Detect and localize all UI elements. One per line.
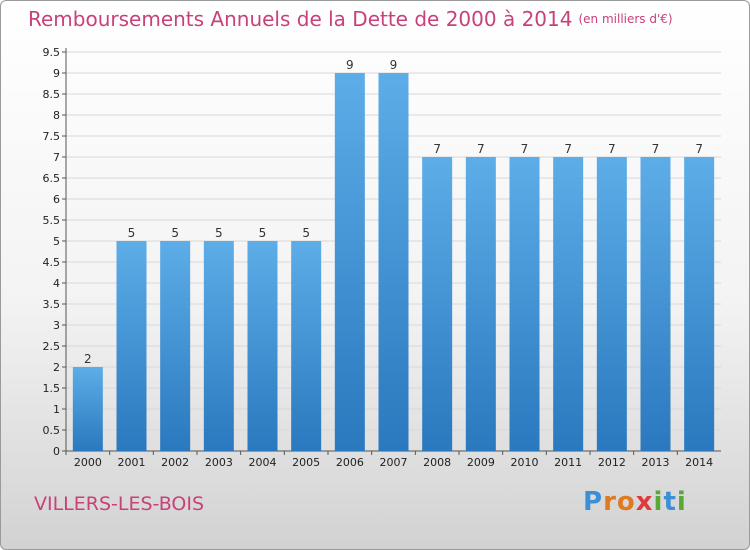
bar (422, 157, 453, 451)
y-tick-label: 0 (53, 445, 60, 458)
bar-value-label: 7 (564, 142, 572, 156)
bar (72, 367, 103, 451)
y-tick-label: 3.5 (43, 298, 61, 311)
y-tick-label: 8.5 (43, 88, 61, 101)
bar-value-label: 5 (171, 226, 179, 240)
x-tick-label: 2010 (511, 456, 539, 469)
bars (72, 73, 715, 451)
bar (553, 157, 584, 451)
bar (596, 157, 627, 451)
x-tick-label: 2006 (336, 456, 364, 469)
y-tick-label: 9 (53, 67, 60, 80)
bar-value-label: 5 (302, 226, 310, 240)
y-tick-label: 6.5 (43, 172, 61, 185)
bar-value-label: 7 (477, 142, 485, 156)
bar-value-label: 5 (259, 226, 267, 240)
bar-value-label: 7 (433, 142, 441, 156)
chart-title: Remboursements Annuels de la Dette de 20… (28, 7, 673, 31)
bar (334, 73, 365, 451)
bar-value-label: 9 (390, 58, 398, 72)
bar (684, 157, 715, 451)
bar-value-label: 7 (521, 142, 529, 156)
bar (465, 157, 496, 451)
bar (378, 73, 409, 451)
x-tick-label: 2011 (554, 456, 582, 469)
y-tick-label: 5 (53, 235, 60, 248)
bar-value-label: 9 (346, 58, 354, 72)
x-tick-label: 2005 (292, 456, 320, 469)
x-tick-label: 2014 (685, 456, 713, 469)
x-tick-label: 2004 (249, 456, 277, 469)
bar (509, 157, 540, 451)
y-tick-label: 4 (53, 277, 60, 290)
bar (160, 241, 191, 451)
bar-value-label: 7 (652, 142, 660, 156)
y-tick-label: 4.5 (43, 256, 61, 269)
y-tick-label: 2.5 (43, 340, 61, 353)
x-tick-label: 2003 (205, 456, 233, 469)
labels: 0 0.5 1 1.5 2 2.5 3 3.5 4 4.5 5 5.5 6 6.5 7 7.5 8 8.5 9 9.5… (43, 46, 714, 469)
x-tick-label: 2002 (161, 456, 189, 469)
bar-value-label: 5 (215, 226, 223, 240)
y-tick-label: 9.5 (43, 46, 61, 59)
bar (203, 241, 234, 451)
y-tick-label: 1.5 (43, 382, 61, 395)
x-tick-label: 2007 (380, 456, 408, 469)
y-tick-label: 2 (53, 361, 60, 374)
x-tick-label: 2008 (423, 456, 451, 469)
y-tick-label: 7 (53, 151, 60, 164)
y-tick-label: 3 (53, 319, 60, 332)
y-tick-label: 8 (53, 109, 60, 122)
bar (291, 241, 322, 451)
place-name: VILLERS-LES-BOIS (34, 493, 205, 515)
x-tick-label: 2001 (118, 456, 146, 469)
x-tick-label: 2009 (467, 456, 495, 469)
y-tick-label: 5.5 (43, 214, 61, 227)
proxiti-logo: Proxiti (583, 487, 687, 517)
title-text: Remboursements Annuels de la Dette de 20… (28, 7, 573, 31)
bar-value-label: 2 (84, 352, 92, 366)
bar (116, 241, 147, 451)
bar (247, 241, 278, 451)
bar (640, 157, 671, 451)
bar-value-label: 5 (128, 226, 136, 240)
x-tick-label: 2000 (74, 456, 102, 469)
y-tick-label: 0.5 (43, 424, 61, 437)
x-tick-label: 2013 (642, 456, 670, 469)
bar-value-label: 7 (608, 142, 616, 156)
y-tick-label: 6 (53, 193, 60, 206)
y-tick-label: 1 (53, 403, 60, 416)
bar-value-label: 7 (695, 142, 703, 156)
x-tick-label: 2012 (598, 456, 626, 469)
y-tick-label: 7.5 (43, 130, 61, 143)
unit-text: (en milliers d'€) (578, 12, 673, 26)
